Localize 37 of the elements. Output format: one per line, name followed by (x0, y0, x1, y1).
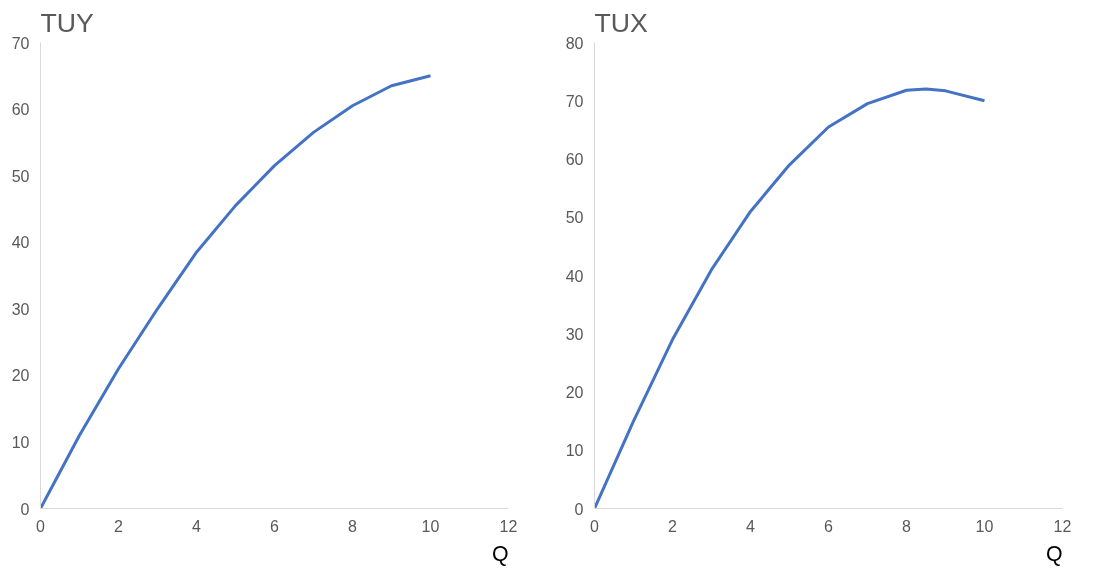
x-tick-label: 8 (902, 517, 912, 535)
chart-title: TUX (594, 7, 649, 38)
x-tick-label: 6 (270, 517, 280, 535)
chart-title: TUY (40, 7, 95, 38)
x-tick-label: 4 (746, 517, 756, 535)
y-tick-label: 70 (11, 34, 30, 52)
x-axis-title: Q (491, 541, 509, 566)
x-tick-label: 10 (975, 517, 994, 535)
y-tick-label: 60 (565, 151, 584, 168)
y-tick-label: 10 (565, 442, 584, 460)
y-tick-label: 40 (565, 267, 584, 285)
y-tick-label: 80 (565, 34, 584, 52)
x-tick-label: 10 (421, 517, 440, 535)
x-tick-label: 0 (36, 517, 46, 535)
y-tick-label: 60 (11, 101, 30, 119)
x-tick-label: 8 (348, 517, 358, 535)
y-tick-label: 70 (565, 92, 584, 110)
line-series (594, 87, 986, 509)
y-tick-label: 20 (565, 384, 584, 401)
y-tick-label: 0 (574, 500, 584, 518)
x-tick-label: 2 (668, 517, 678, 535)
x-tick-label: 6 (824, 517, 834, 535)
y-tick-label: 50 (11, 167, 30, 185)
x-tick-label: 12 (1053, 517, 1072, 535)
x-tick-label: 0 (590, 517, 600, 535)
y-tick-label: 0 (20, 500, 30, 518)
y-tick-label: 50 (565, 209, 584, 227)
y-tick-label: 30 (11, 300, 30, 318)
y-tick-label: 30 (565, 325, 584, 343)
x-tick-label: 2 (114, 517, 124, 535)
y-tick-label: 20 (11, 367, 30, 385)
x-tick-label: 12 (499, 517, 518, 535)
line-series (40, 74, 432, 509)
y-tick-label: 40 (11, 234, 30, 252)
x-tick-label: 4 (192, 517, 202, 535)
x-axis-title: Q (1045, 541, 1063, 566)
y-tick-label: 10 (11, 433, 30, 451)
